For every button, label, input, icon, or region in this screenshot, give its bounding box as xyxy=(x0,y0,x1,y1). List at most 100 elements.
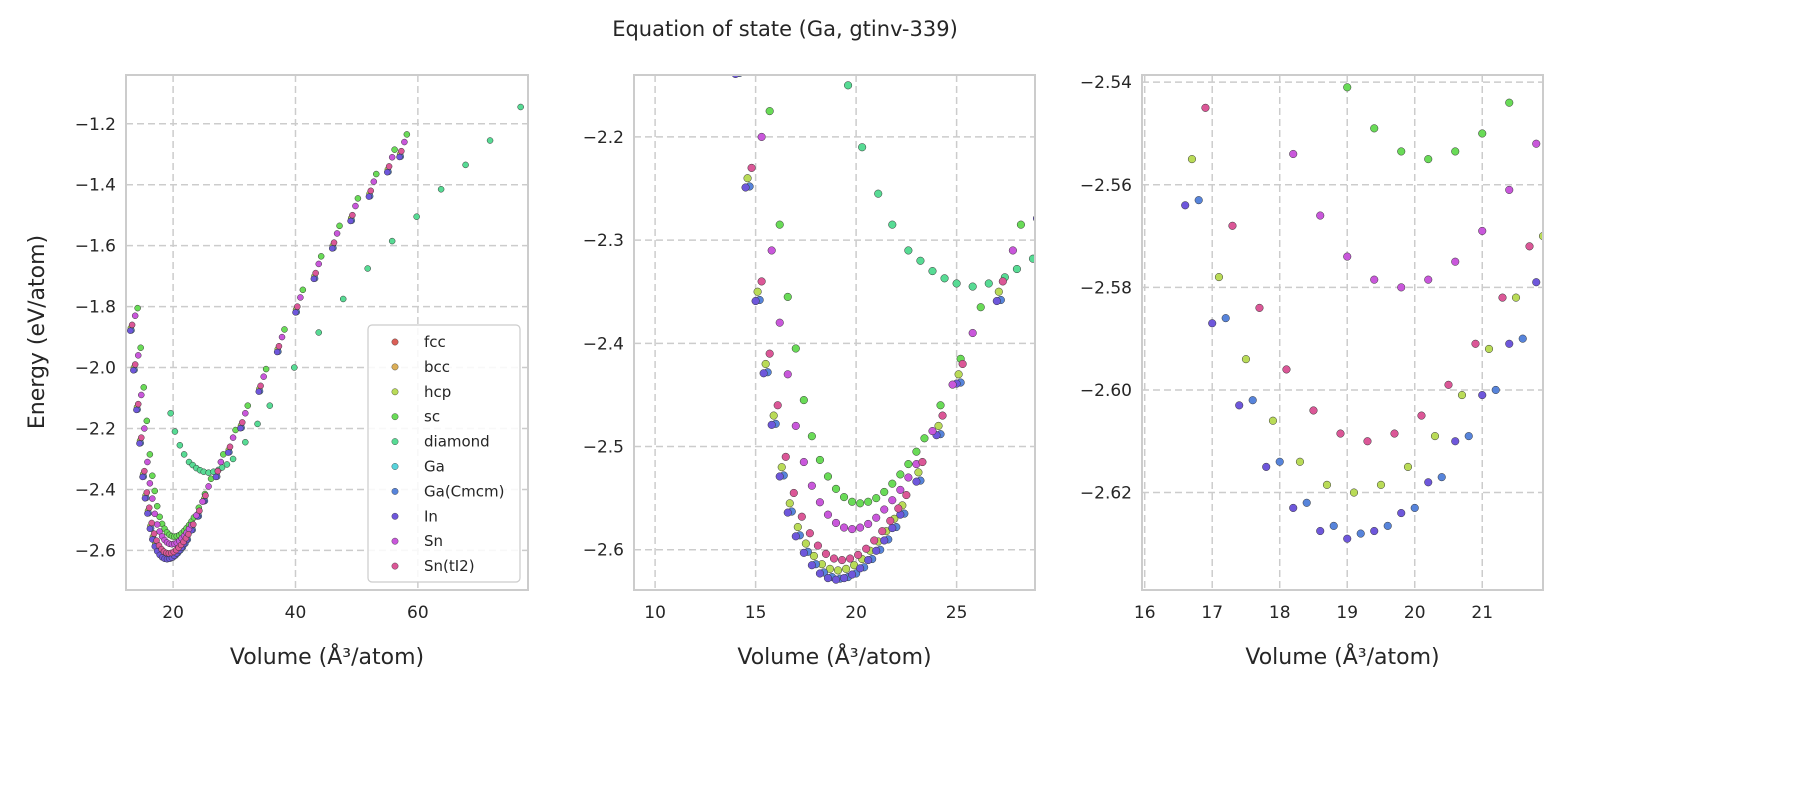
data-point xyxy=(928,267,937,276)
data-point xyxy=(1349,488,1359,497)
data-point xyxy=(1417,411,1426,420)
data-point xyxy=(180,451,188,458)
series-Sn xyxy=(757,132,1017,534)
data-point xyxy=(214,467,222,475)
data-point xyxy=(229,455,237,463)
y-tick-label: −1.4 xyxy=(75,176,116,196)
data-point xyxy=(388,154,396,161)
legend-item: In xyxy=(391,507,438,525)
x-tick-label: 20 xyxy=(162,603,184,623)
subplot-1: 20 40 60 −2.6 −2.4 −2.2 −2.0 −1.8 −1.6 −1.4 −1.2 Vo… xyxy=(75,74,529,670)
data-point xyxy=(193,512,200,519)
data-point xyxy=(1316,526,1325,536)
data-point xyxy=(1559,12,1567,20)
data-point xyxy=(1201,103,1210,112)
data-point xyxy=(388,237,396,245)
data-point xyxy=(134,352,142,359)
data-point xyxy=(212,473,220,481)
data-point xyxy=(1566,166,1574,174)
data-point xyxy=(398,147,405,155)
data-point xyxy=(872,513,881,522)
data-point xyxy=(185,530,192,538)
y-tick-label: −2.3 xyxy=(583,231,624,251)
data-point xyxy=(912,477,921,486)
y-tick-label: −2.6 xyxy=(75,541,116,561)
data-point xyxy=(281,326,288,333)
data-point xyxy=(914,468,923,477)
data-point xyxy=(864,497,873,506)
data-point xyxy=(815,569,824,578)
data-point xyxy=(486,137,494,144)
data-point xyxy=(130,367,137,374)
data-point xyxy=(1134,8,1142,16)
legend-label: bcc xyxy=(424,358,450,376)
data-point xyxy=(839,523,849,532)
data-point xyxy=(1343,252,1352,261)
data-point xyxy=(1559,212,1567,220)
data-point xyxy=(146,451,154,458)
data-point xyxy=(734,61,742,69)
data-point xyxy=(1620,1,1628,9)
data-point xyxy=(844,81,853,90)
data-point xyxy=(354,195,362,202)
legend-label: hcp xyxy=(424,383,451,401)
data-point xyxy=(257,382,264,390)
data-point xyxy=(141,495,149,502)
data-point xyxy=(799,457,808,467)
x-axis-label: Volume (Å³/atom) xyxy=(737,643,931,670)
data-point xyxy=(1289,149,1298,159)
data-point xyxy=(880,536,889,545)
data-point xyxy=(984,279,993,288)
data-point xyxy=(1012,264,1021,274)
legend-item: Ga xyxy=(391,458,445,476)
data-point xyxy=(765,349,774,358)
data-point xyxy=(809,551,818,560)
data-point xyxy=(1484,344,1494,353)
data-point xyxy=(146,504,153,511)
data-point xyxy=(149,495,156,502)
x-tick-label: 20 xyxy=(845,603,867,623)
data-point xyxy=(1187,155,1197,164)
legend-marker xyxy=(391,512,399,520)
y-tick-label: −1.2 xyxy=(75,115,116,135)
data-point xyxy=(777,463,786,472)
data-point xyxy=(870,536,879,545)
data-point xyxy=(896,485,905,494)
data-point xyxy=(138,391,145,399)
data-point xyxy=(391,146,398,153)
data-point xyxy=(791,421,800,430)
data-point xyxy=(815,498,824,507)
data-point xyxy=(1295,457,1305,466)
data-point xyxy=(731,75,740,79)
data-point xyxy=(1130,118,1138,126)
data-point xyxy=(769,411,778,420)
legend-item: diamond xyxy=(391,433,490,451)
data-point xyxy=(753,287,762,296)
data-point xyxy=(864,519,873,528)
legend-label: Sn(tI2) xyxy=(424,557,475,575)
series-Sn(tI2) xyxy=(747,163,1007,565)
data-point xyxy=(1511,293,1521,302)
data-point xyxy=(1343,83,1352,92)
data-point xyxy=(1075,123,1083,131)
data-point xyxy=(396,153,403,161)
data-point xyxy=(1390,429,1399,438)
data-point xyxy=(1037,214,1045,222)
data-point xyxy=(781,452,790,461)
data-point xyxy=(336,222,343,230)
data-point xyxy=(1181,201,1190,210)
data-point xyxy=(128,321,136,329)
data-point xyxy=(821,549,831,558)
data-point xyxy=(1546,273,1554,281)
x-tick-label: 40 xyxy=(285,603,307,623)
y-tick-label: −2.56 xyxy=(1080,176,1132,196)
data-point xyxy=(349,211,356,219)
data-point xyxy=(171,428,179,435)
data-point xyxy=(1275,457,1284,466)
data-point xyxy=(1370,275,1379,284)
data-point xyxy=(167,410,174,417)
data-point xyxy=(797,512,806,521)
data-point xyxy=(1451,147,1460,156)
data-point xyxy=(1505,339,1514,348)
data-point xyxy=(401,138,408,146)
